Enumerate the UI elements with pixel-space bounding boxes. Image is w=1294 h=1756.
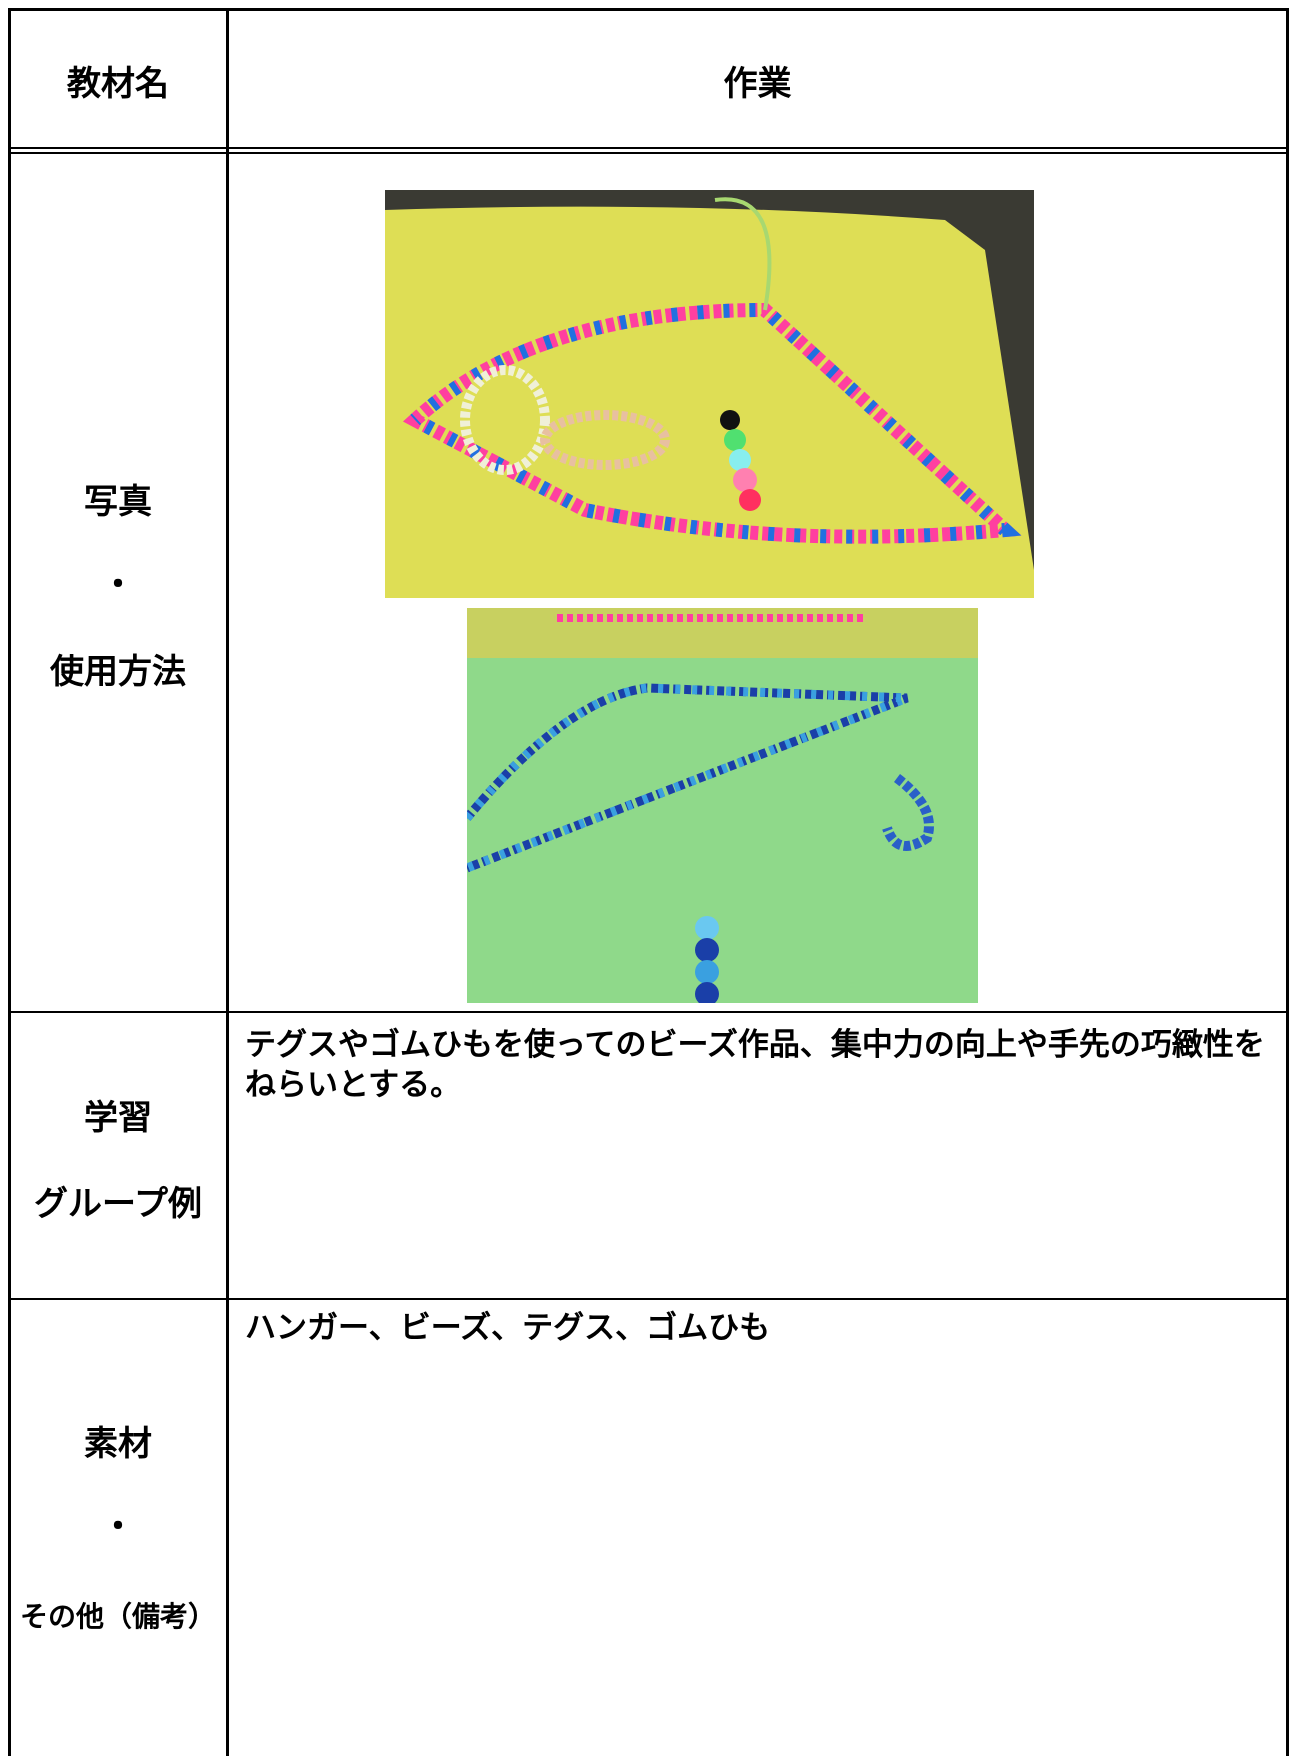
border	[8, 147, 1289, 149]
border	[8, 8, 11, 1756]
row-text: テグスやゴムひもを使ってのビーズ作品、集中力の向上や手先の巧緻性をねらいとする。	[245, 1027, 1265, 1103]
border	[8, 152, 1289, 154]
row-label: 使用方法	[50, 652, 186, 692]
photo	[467, 608, 978, 1003]
row-label: グループ例	[34, 1184, 202, 1224]
border	[8, 1298, 1289, 1300]
row-label: ・	[101, 565, 135, 605]
row-text: ハンガー、ビーズ、テグス、ゴムひも	[245, 1310, 771, 1346]
photo	[385, 190, 1034, 598]
row-label: 学習	[84, 1098, 152, 1138]
border	[8, 1011, 1289, 1013]
row-label: その他（備考）	[19, 1600, 216, 1633]
border	[8, 8, 1289, 11]
header-title: 作業	[723, 64, 792, 104]
border	[226, 8, 229, 1756]
row-label: 素材	[84, 1424, 152, 1464]
row-label: 写真	[84, 482, 152, 522]
row-label: ・	[101, 1507, 135, 1547]
border	[1286, 8, 1289, 1756]
header-label: 教材名	[67, 64, 169, 104]
